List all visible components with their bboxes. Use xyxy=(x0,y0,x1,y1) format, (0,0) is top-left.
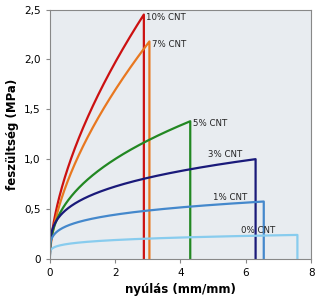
Text: 10% CNT: 10% CNT xyxy=(146,13,186,22)
Text: 1% CNT: 1% CNT xyxy=(213,193,247,202)
X-axis label: nyúlás (mm/mm): nyúlás (mm/mm) xyxy=(125,284,236,297)
Text: 7% CNT: 7% CNT xyxy=(152,40,186,49)
Text: 0% CNT: 0% CNT xyxy=(241,226,275,235)
Y-axis label: feszültség (MPa): feszültség (MPa) xyxy=(5,79,19,190)
Text: 5% CNT: 5% CNT xyxy=(193,119,227,128)
Text: 3% CNT: 3% CNT xyxy=(208,150,243,159)
